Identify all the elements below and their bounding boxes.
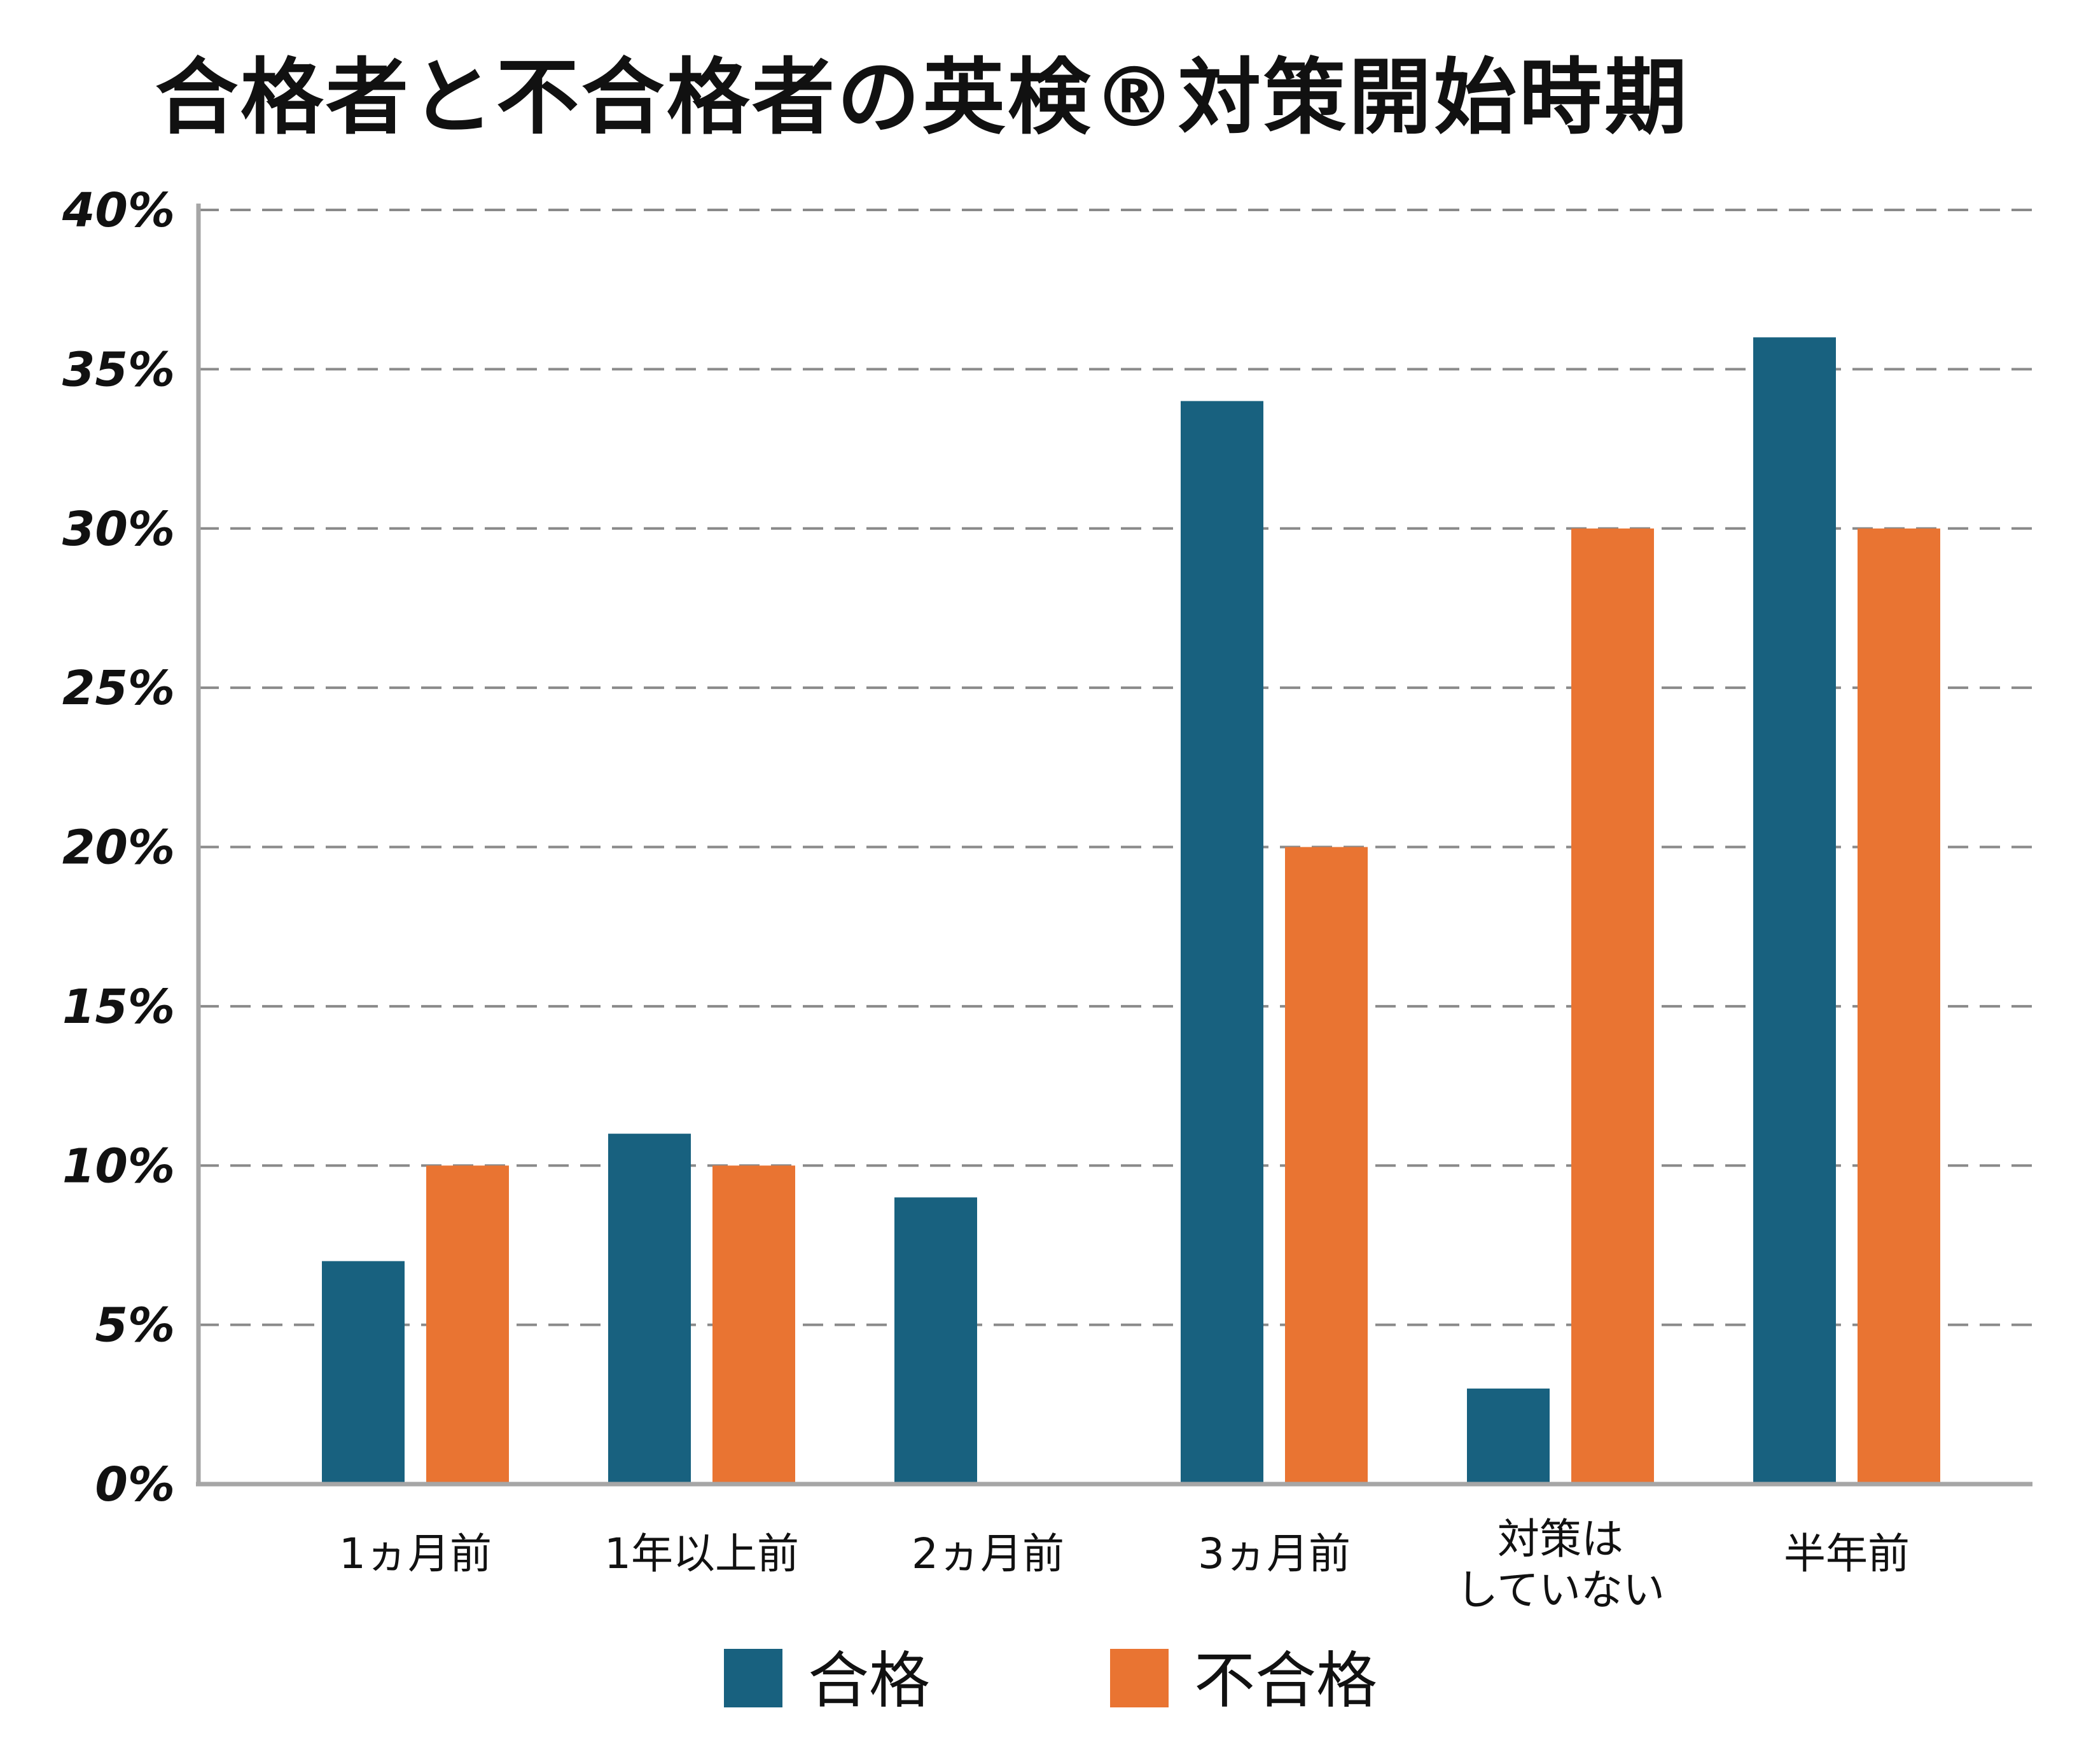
- bar-fail: [1858, 528, 1940, 1484]
- y-tick-label: 25%: [62, 661, 175, 716]
- x-category-label: 2ヵ月前: [912, 1529, 1064, 1578]
- x-category-label: 半年前: [1784, 1529, 1910, 1578]
- bar-pass: [322, 1261, 405, 1484]
- bar-fail: [1285, 847, 1368, 1484]
- chart-title: 合格者と不合格者の英検®対策開始時期: [155, 49, 1690, 146]
- bar-pass: [1753, 337, 1836, 1484]
- x-category-label: 1年以上前: [604, 1529, 799, 1578]
- bar-fail: [712, 1165, 795, 1484]
- legend-label: 不合格: [1194, 1645, 1377, 1716]
- y-tick-label: 35%: [62, 342, 175, 397]
- legend-swatch: [1110, 1649, 1169, 1707]
- bar-fail: [1571, 528, 1654, 1484]
- y-tick-label: 5%: [95, 1298, 175, 1353]
- bars: [322, 337, 1940, 1485]
- y-tick-label: 0%: [95, 1457, 175, 1512]
- y-tick-label: 15%: [62, 980, 175, 1034]
- bar-pass: [608, 1134, 691, 1484]
- x-category-label: 3ヵ月前: [1198, 1529, 1351, 1578]
- legend-label: 合格: [808, 1645, 930, 1716]
- y-tick-labels: 0% 5% 10% 15% 20% 25% 30% 35% 40%: [62, 183, 175, 1512]
- x-category-label: 1ヵ月前: [339, 1529, 492, 1578]
- x-category-label: していない: [1456, 1566, 1665, 1615]
- y-tick-label: 30%: [62, 502, 175, 557]
- axes: [196, 204, 2032, 1487]
- y-tick-label: 10%: [62, 1139, 175, 1193]
- bar-fail: [426, 1165, 509, 1484]
- x-category-label: 対策は: [1497, 1515, 1623, 1564]
- y-tick-label: 40%: [62, 183, 175, 238]
- bar-pass: [1467, 1388, 1550, 1484]
- y-tick-label: 20%: [62, 821, 175, 875]
- bar-pass: [894, 1197, 977, 1484]
- legend: 合格 不合格: [724, 1645, 1377, 1716]
- bar-pass: [1181, 401, 1263, 1485]
- legend-swatch: [724, 1649, 782, 1707]
